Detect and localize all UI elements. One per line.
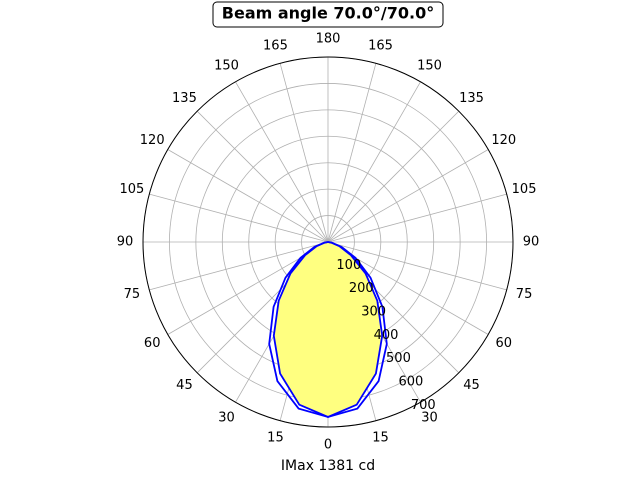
theta-grid-line <box>327 149 489 243</box>
theta-grid-line <box>279 63 329 243</box>
theta-grid-line <box>327 63 377 243</box>
theta-tick-label: 165 <box>368 38 393 53</box>
theta-tick-label: 30 <box>218 410 235 425</box>
theta-tick-label: 135 <box>459 91 484 106</box>
theta-grid-line <box>149 241 329 291</box>
curve <box>272 241 384 418</box>
theta-tick-label: 180 <box>316 32 341 47</box>
theta-grid-line <box>327 241 507 291</box>
theta-tick-label: 45 <box>176 378 193 393</box>
theta-tick-label: 90 <box>523 235 540 250</box>
polar-frame <box>142 56 514 428</box>
r-tick-label: 400 <box>374 328 399 343</box>
theta-grid-line <box>167 149 329 243</box>
theta-grid-line <box>196 110 329 243</box>
theta-tick-label: 0 <box>324 438 332 453</box>
theta-tick-label: 165 <box>263 38 288 53</box>
theta-tick-label: 105 <box>120 182 145 197</box>
theta-grid-line <box>235 81 329 243</box>
title-box <box>212 1 444 28</box>
theta-tick-label: 45 <box>463 378 480 393</box>
theta-tick-label: 105 <box>512 182 537 197</box>
theta-tick-label: 75 <box>516 287 533 302</box>
theta-tick-label: 75 <box>124 287 141 302</box>
theta-grid-line <box>149 193 329 243</box>
r-tick-label: 700 <box>411 398 436 413</box>
theta-tick-label: 90 <box>117 235 134 250</box>
theta-tick-label: 120 <box>491 133 516 148</box>
theta-tick-label: 120 <box>140 133 165 148</box>
chart-title: Beam angle 70.0°/70.0° <box>222 4 434 23</box>
theta-tick-label: 150 <box>417 59 442 74</box>
theta-tick-label: 60 <box>144 336 161 351</box>
theta-tick-label: 15 <box>372 431 389 446</box>
theta-tick-label: 30 <box>421 410 438 425</box>
theta-grid-line <box>327 81 421 243</box>
theta-grid-line <box>327 193 507 243</box>
r-tick-label: 100 <box>336 258 361 273</box>
x-label: IMax 1381 cd <box>281 458 375 474</box>
theta-tick-label: 135 <box>172 91 197 106</box>
theta-tick-label: 60 <box>496 336 513 351</box>
r-tick-label: 200 <box>349 281 374 296</box>
area <box>273 242 383 417</box>
theta-tick-label: 15 <box>267 431 284 446</box>
theta-tick-label: 150 <box>214 59 239 74</box>
r-tick-label: 500 <box>386 351 411 366</box>
theta-grid-line <box>327 110 460 243</box>
r-tick-label: 300 <box>361 305 386 320</box>
r-tick-label: 600 <box>398 375 423 390</box>
